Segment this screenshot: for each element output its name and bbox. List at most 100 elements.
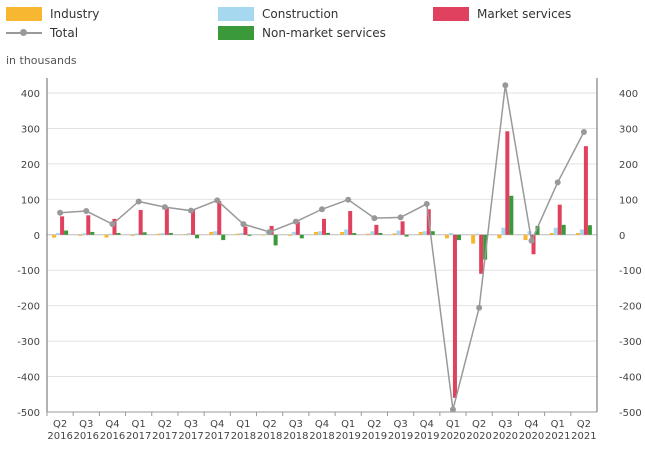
y-tick-label-left: 400 <box>21 89 40 100</box>
total-point <box>371 215 378 222</box>
x-tick-label-quarter: Q2 <box>263 419 277 430</box>
bar-industry <box>471 234 476 244</box>
legend-item-market-services[interactable]: Market services <box>433 7 571 21</box>
legend-swatch-market-services <box>433 7 469 21</box>
legend-label-total: Total <box>50 26 79 40</box>
y-tick-label-right: 0 <box>619 231 625 242</box>
bar-construction <box>422 231 427 235</box>
total-point <box>345 196 352 203</box>
bar-construction <box>160 233 165 235</box>
y-tick-label-left: -500 <box>17 408 40 419</box>
y-tick-label-right: -300 <box>619 337 642 348</box>
x-tick-label-year: 2019 <box>362 431 387 442</box>
bar-non-market-services <box>299 234 304 239</box>
bar-construction <box>187 233 192 235</box>
y-tick-label-left: -100 <box>17 266 40 277</box>
legend-swatch-total <box>6 26 42 40</box>
bar-non-market-services <box>116 233 121 235</box>
bar-market-services <box>191 209 196 235</box>
bar-construction <box>108 233 113 235</box>
x-tick-label-year: 2020 <box>519 431 544 442</box>
y-tick-label-right: -200 <box>619 302 642 313</box>
bar-construction <box>239 233 244 235</box>
bar-non-market-services <box>535 225 540 235</box>
x-tick-label-year: 2016 <box>47 431 72 442</box>
x-tick-label-quarter: Q1 <box>341 419 355 430</box>
x-tick-label-year: 2018 <box>231 431 256 442</box>
x-tick-label-year: 2020 <box>466 431 491 442</box>
unit-label: in thousands <box>6 54 77 67</box>
legend-item-non-market-services[interactable]: Non-market services <box>218 26 386 40</box>
bar-market-services <box>86 215 91 235</box>
legend-item-construction[interactable]: Construction <box>218 7 338 21</box>
legend-item-total[interactable]: Total <box>6 26 78 40</box>
bar-construction <box>396 230 401 235</box>
bar-industry <box>261 234 266 236</box>
y-tick-label-left: 0 <box>34 231 40 242</box>
y-tick-label-left: -400 <box>17 373 40 384</box>
x-tick-label-year: 2020 <box>493 431 518 442</box>
bar-market-services <box>400 221 405 235</box>
legend-label-industry: Industry <box>50 7 100 21</box>
bar-non-market-services <box>456 234 461 241</box>
bar-non-market-services <box>430 231 435 235</box>
y-tick-label-left: -200 <box>17 302 40 313</box>
bar-non-market-services <box>142 232 147 235</box>
bar-market-services <box>322 218 326 235</box>
legend-label-non-market-services: Non-market services <box>262 26 386 40</box>
bar-market-services <box>138 209 143 235</box>
bar-industry <box>366 233 371 235</box>
bar-construction <box>579 229 584 235</box>
bar-non-market-services <box>352 233 357 235</box>
bar-industry <box>183 234 188 235</box>
legend-label-construction: Construction <box>262 7 339 21</box>
bar-construction <box>56 233 61 235</box>
bar-construction <box>501 227 506 235</box>
bar-market-services <box>295 221 300 235</box>
x-tick-label-year: 2019 <box>414 431 439 442</box>
legend-item-industry[interactable]: Industry <box>6 7 99 21</box>
y-tick-label-right: -400 <box>619 373 642 384</box>
bar-industry <box>575 233 580 235</box>
bar-construction <box>475 233 480 235</box>
x-tick-label-year: 2018 <box>283 431 308 442</box>
x-tick-label-quarter: Q3 <box>393 419 407 430</box>
bar-industry <box>549 233 554 235</box>
bar-non-market-services <box>378 233 383 235</box>
y-tick-label-left: 100 <box>21 195 40 206</box>
bar-market-services <box>505 131 510 235</box>
x-tick-label-quarter: Q3 <box>289 419 303 430</box>
x-tick-label-quarter: Q4 <box>524 419 538 430</box>
total-point <box>528 237 535 244</box>
bar-non-market-services <box>273 234 278 246</box>
bar-market-services <box>583 146 588 235</box>
bar-market-services <box>531 234 536 255</box>
total-point <box>240 221 247 228</box>
legend-swatch-non-market-services <box>218 26 254 40</box>
total-point <box>83 208 90 215</box>
y-tick-label-right: 200 <box>619 160 638 171</box>
total-point <box>292 218 299 225</box>
x-tick-label-quarter: Q4 <box>420 419 434 430</box>
bar-market-services <box>452 234 457 398</box>
total-point <box>449 406 456 413</box>
y-tick-label-right: -100 <box>619 266 642 277</box>
y-tick-label-right: 100 <box>619 195 638 206</box>
x-tick-label-quarter: Q4 <box>210 419 224 430</box>
x-tick-label-quarter: Q1 <box>551 419 565 430</box>
total-point <box>266 228 273 235</box>
bar-industry <box>78 234 83 236</box>
legend-swatch-industry <box>6 7 42 21</box>
bar-construction <box>318 231 322 235</box>
bar-market-services <box>348 211 353 235</box>
bar-non-market-services <box>195 234 200 239</box>
x-tick-label-year: 2019 <box>335 431 360 442</box>
x-tick-label-quarter: Q4 <box>315 419 329 430</box>
x-tick-label-year: 2020 <box>440 431 465 442</box>
bar-non-market-services <box>509 195 514 235</box>
total-point <box>397 214 404 221</box>
bar-non-market-services <box>90 231 95 235</box>
x-tick-label-year: 2018 <box>257 431 282 442</box>
bar-construction <box>553 227 558 235</box>
bar-industry <box>392 233 397 235</box>
